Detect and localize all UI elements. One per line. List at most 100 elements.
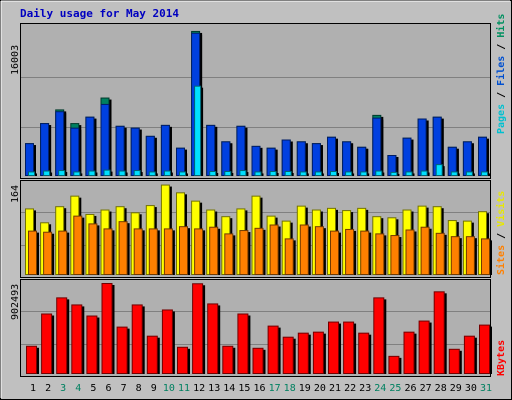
bar-sites-day-28 (435, 232, 445, 275)
panel-middle-bars (25, 184, 492, 276)
x-tick-label: 5 (90, 383, 96, 394)
bar-sites-day-30 (465, 236, 475, 276)
bar-kbytes-day-3 (56, 297, 68, 374)
bar-kbytes-day-14 (222, 345, 234, 374)
bar-pages-day-31 (481, 171, 488, 176)
bar-kbytes-day-26 (403, 331, 415, 374)
bar-kbytes-day-8 (131, 304, 143, 374)
legend-segment: Hits (495, 14, 507, 38)
x-tick-label: 22 (344, 383, 356, 394)
bar-pages-day-14 (224, 170, 232, 177)
x-tick-label: 16 (253, 383, 265, 394)
x-tick-label: 27 (420, 383, 432, 394)
bar-files-day-9 (145, 135, 155, 176)
bar-files-day-2 (40, 123, 50, 176)
bar-kbytes-day-11 (177, 346, 188, 375)
bar-kbytes-day-15 (237, 313, 249, 374)
x-axis-day-labels: 1 2 3 4 5 6 7 8 9 10 11 12 13 14 15 16 17 18 19 20 21 22 23 24 2… (30, 383, 492, 394)
bar-files-day-22 (342, 141, 352, 176)
bar-files-day-7 (115, 125, 125, 176)
bar-sites-day-20 (314, 226, 324, 275)
bar-files-day-14 (221, 141, 231, 176)
bar-pages-day-25 (390, 171, 398, 176)
y-max-label: 16003 (10, 45, 21, 75)
bar-kbytes-day-24 (373, 297, 385, 374)
x-tick-label: 10 (163, 383, 175, 394)
bar-kbytes-day-22 (343, 321, 355, 375)
panel-bottom-bars (26, 283, 492, 375)
x-tick-label: 15 (238, 383, 250, 394)
bar-kbytes-day-19 (297, 332, 309, 375)
x-tick-label: 12 (193, 383, 205, 394)
bar-sites-day-2 (43, 231, 53, 275)
bar-kbytes-day-4 (71, 304, 83, 374)
panel-top: 16003 Pages / Files / Hits (10, 14, 507, 179)
bar-pages-day-30 (465, 171, 473, 176)
bar-kbytes-day-23 (358, 332, 370, 375)
bar-kbytes-day-12 (192, 283, 204, 374)
x-tick-label: 2 (45, 383, 51, 394)
bar-files-day-23 (357, 146, 367, 177)
bar-kbytes-day-28 (433, 291, 445, 375)
bar-pages-day-6 (103, 169, 111, 176)
bar-sites-day-18 (284, 238, 294, 276)
y-max-label: 902493 (10, 284, 21, 320)
bar-files-day-19 (296, 141, 306, 176)
x-tick-label: 24 (374, 383, 386, 394)
bar-files-day-10 (160, 124, 170, 176)
bar-pages-day-22 (345, 171, 353, 176)
x-tick-label: 6 (105, 383, 111, 394)
bar-pages-day-7 (118, 170, 126, 177)
bar-kbytes-day-13 (207, 303, 219, 374)
bar-kbytes-day-6 (101, 283, 113, 374)
bar-kbytes-day-30 (463, 335, 475, 374)
bar-sites-day-25 (390, 235, 400, 275)
bar-sites-day-23 (360, 230, 370, 275)
bar-sites-day-21 (330, 230, 339, 275)
bar-files-day-27 (417, 118, 427, 176)
panel-top-bars (25, 30, 490, 177)
bar-pages-day-24 (375, 170, 383, 177)
legend-segment: Files (495, 56, 507, 86)
bar-pages-day-10 (163, 170, 171, 177)
bar-kbytes-day-7 (116, 326, 128, 374)
x-tick-label: 4 (75, 383, 81, 394)
x-tick-label: 19 (299, 383, 311, 394)
bar-pages-day-4 (73, 171, 81, 176)
bar-pages-day-5 (88, 170, 96, 177)
bar-files-day-21 (327, 136, 336, 176)
bar-sites-day-22 (345, 228, 355, 276)
legend-segment: Sites (495, 245, 507, 275)
bar-sites-day-19 (299, 224, 309, 276)
bar-sites-day-14 (224, 233, 234, 275)
bar-kbytes-day-25 (388, 355, 400, 375)
bar-pages-day-17 (269, 170, 277, 177)
bar-sites-day-15 (239, 230, 249, 275)
bar-files-day-13 (206, 124, 216, 176)
bar-files-day-29 (447, 146, 457, 177)
bar-pages-day-20 (314, 171, 322, 176)
bar-kbytes-day-21 (328, 321, 339, 375)
x-tick-label: 29 (450, 383, 462, 394)
bar-files-day-4 (70, 127, 80, 176)
bar-kbytes-day-10 (161, 309, 173, 375)
bar-pages-day-3 (58, 170, 66, 176)
chart-title: Daily usage for May 2014 (20, 7, 179, 20)
bar-pages-day-15 (239, 170, 247, 176)
x-tick-label: 26 (404, 383, 416, 394)
bar-kbytes-day-2 (41, 313, 53, 374)
bar-kbytes-day-18 (282, 336, 294, 374)
bar-files-day-3 (55, 111, 65, 177)
bar-pages-day-19 (299, 171, 307, 176)
bar-sites-day-29 (450, 236, 460, 276)
bar-kbytes-day-27 (418, 320, 430, 374)
bar-sites-day-17 (269, 224, 279, 276)
bar-files-day-24 (372, 117, 382, 176)
bar-files-day-5 (85, 116, 95, 176)
bar-sites-day-31 (481, 238, 490, 276)
bar-files-day-26 (402, 137, 412, 177)
bar-files-day-30 (462, 141, 472, 176)
bar-pages-day-23 (360, 171, 368, 176)
bar-sites-day-13 (209, 226, 219, 276)
